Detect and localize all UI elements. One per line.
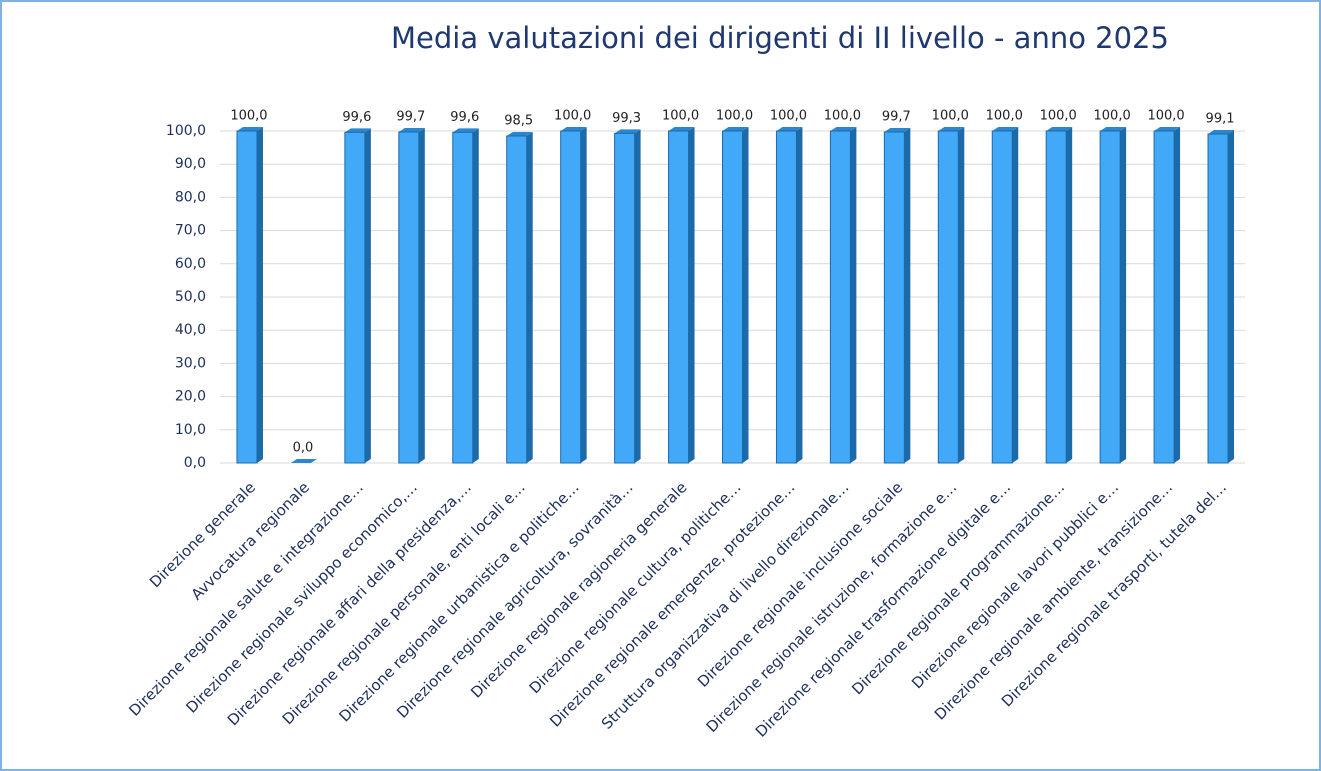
value-label: 100,0 xyxy=(230,109,267,124)
y-tick-label: 60,0 xyxy=(175,256,206,272)
value-label: 100,0 xyxy=(554,109,591,124)
bar-top xyxy=(1208,129,1235,134)
bar xyxy=(344,131,366,464)
bar-top xyxy=(398,127,425,132)
value-label: 100,0 xyxy=(1147,109,1184,124)
value-label: 100,0 xyxy=(932,109,969,124)
y-tick-label: 100,0 xyxy=(166,123,206,139)
value-label: 0,0 xyxy=(293,441,314,456)
bar-side xyxy=(634,129,641,463)
bar-side xyxy=(526,131,533,464)
chart-title: Media valutazioni dei dirigenti di II li… xyxy=(391,21,1169,55)
bar-top xyxy=(1046,127,1073,131)
bar xyxy=(937,130,959,464)
bar-top xyxy=(1154,127,1181,131)
bar xyxy=(668,130,690,464)
bar xyxy=(398,131,420,464)
bar-side xyxy=(1120,127,1127,463)
bar-side xyxy=(958,127,965,463)
value-label: 99,7 xyxy=(396,109,425,124)
bar-top xyxy=(992,127,1019,131)
bar-top xyxy=(884,127,911,132)
bar-side xyxy=(256,127,263,463)
bar-top xyxy=(614,129,641,134)
bar-top xyxy=(668,127,695,131)
y-tick-label: 0,0 xyxy=(184,455,206,471)
bar-top xyxy=(938,127,965,131)
bar xyxy=(1045,130,1067,464)
bar-side xyxy=(904,127,911,463)
bar xyxy=(452,131,474,464)
bar xyxy=(1207,133,1229,464)
value-label: 99,3 xyxy=(612,111,641,126)
value-label: 100,0 xyxy=(986,109,1023,124)
bar-top xyxy=(776,127,803,131)
value-label: 98,5 xyxy=(504,113,533,128)
bar xyxy=(236,130,258,464)
bar xyxy=(614,132,636,464)
y-tick-label: 10,0 xyxy=(175,422,206,438)
bar-side xyxy=(580,127,587,463)
y-tick-label: 30,0 xyxy=(175,355,206,371)
bar xyxy=(1153,130,1175,464)
value-label: 100,0 xyxy=(1094,109,1131,124)
value-label: 99,6 xyxy=(450,110,479,125)
y-tick-label: 50,0 xyxy=(175,289,206,305)
bar xyxy=(560,130,582,464)
bar-top xyxy=(506,131,533,136)
bar-side xyxy=(418,127,425,463)
y-tick-label: 70,0 xyxy=(175,223,206,239)
value-label: 100,0 xyxy=(770,109,807,124)
bar-side xyxy=(1012,127,1019,463)
bar-side xyxy=(742,127,749,463)
y-tick-label: 40,0 xyxy=(175,322,206,338)
bar-top xyxy=(722,127,749,131)
y-tick-label: 20,0 xyxy=(175,389,206,405)
bar xyxy=(775,130,797,464)
bar-side xyxy=(796,127,803,463)
bar-top xyxy=(830,127,857,131)
bar-side xyxy=(1066,127,1073,463)
y-tick-label: 90,0 xyxy=(175,156,206,172)
bar-top xyxy=(236,127,263,131)
y-tick-label: 80,0 xyxy=(175,189,206,205)
bar-side xyxy=(850,127,857,463)
value-label: 100,0 xyxy=(716,109,753,124)
bar xyxy=(991,130,1013,464)
bar xyxy=(722,130,743,464)
bar-side xyxy=(688,127,695,463)
value-label: 99,6 xyxy=(342,110,371,125)
bar-side xyxy=(1228,129,1235,463)
bar-top xyxy=(560,127,587,131)
value-label: 100,0 xyxy=(662,109,699,124)
bar xyxy=(1099,130,1121,464)
bar-top xyxy=(1100,127,1127,131)
bar-top xyxy=(452,128,479,133)
value-label: 100,0 xyxy=(1040,109,1077,124)
bar-top xyxy=(344,128,371,133)
bar-top xyxy=(290,459,317,463)
bar-side xyxy=(472,128,479,463)
value-label: 99,7 xyxy=(882,109,911,124)
bar xyxy=(883,131,905,464)
bar xyxy=(506,135,528,464)
value-label: 99,1 xyxy=(1206,111,1235,126)
bar-side xyxy=(364,128,371,463)
value-label: 100,0 xyxy=(824,109,861,124)
bar-side xyxy=(1174,127,1181,463)
bar xyxy=(829,130,851,464)
